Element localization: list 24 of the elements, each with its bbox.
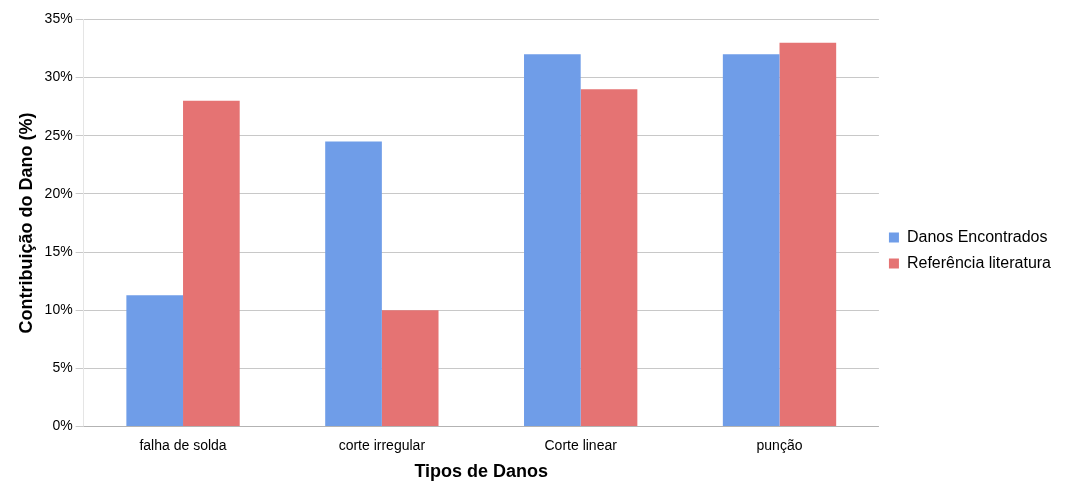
y-tick-label: 10% — [44, 301, 73, 318]
legend-label: Danos Encontrados — [906, 227, 1048, 245]
bar — [580, 89, 638, 427]
bar — [779, 42, 837, 427]
bar — [325, 141, 382, 427]
y-tick-label: 25% — [44, 126, 73, 143]
x-tick-label: punção — [756, 436, 803, 453]
x-tick-label: falha de solda — [139, 436, 227, 453]
bar — [126, 295, 184, 427]
x-tick-label: Corte linear — [544, 436, 618, 453]
x-tick-label: corte irregular — [338, 436, 426, 453]
y-tick-label: 5% — [52, 359, 73, 376]
y-tick-label: 0% — [52, 417, 73, 434]
y-tick-label: 15% — [44, 242, 73, 259]
y-tick-label: 35% — [44, 10, 73, 27]
y-tick-label: 20% — [44, 184, 73, 201]
bar — [381, 310, 439, 427]
y-tick-label: 30% — [44, 68, 73, 85]
legend-label: Referência literatura — [906, 253, 1052, 271]
bar — [524, 54, 581, 427]
bar — [722, 54, 780, 427]
y-axis-title: Contribuição do Dano (%) — [15, 112, 36, 334]
x-axis-title: Tipos de Danos — [414, 461, 549, 482]
bar — [183, 100, 240, 427]
